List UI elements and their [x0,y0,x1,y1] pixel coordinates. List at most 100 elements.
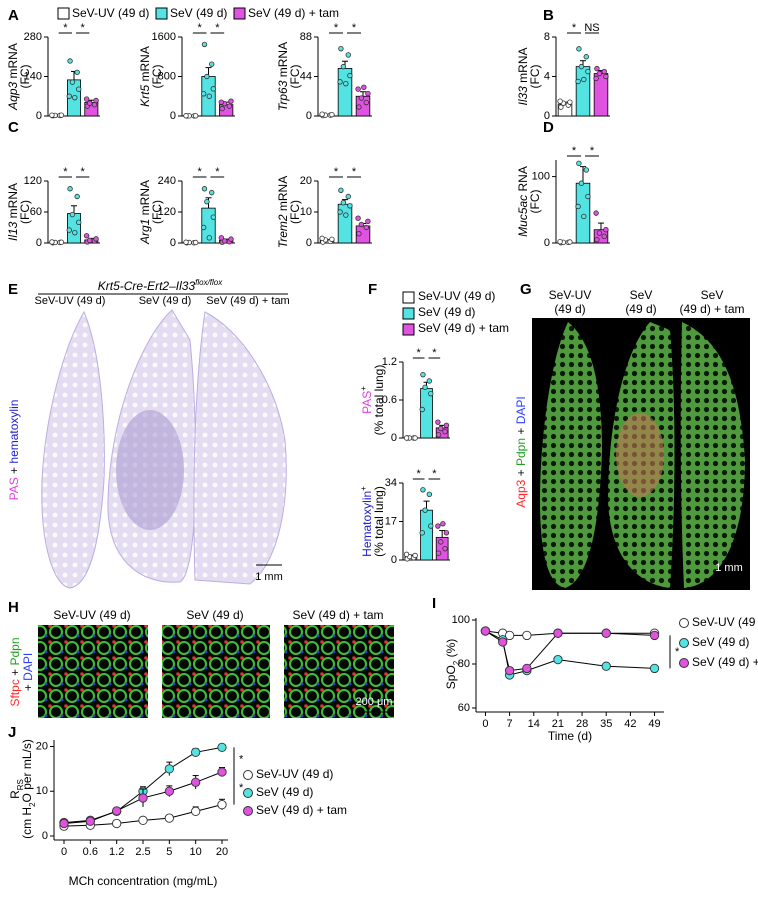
y-tick-label: 0 [170,110,176,122]
data-point [49,239,55,245]
label-line: PAS + hematoxylin [7,400,21,501]
y-tick-label: 0 [42,830,48,842]
label-part: mRNA [138,46,152,85]
label-part: Aqp3 [6,82,20,111]
data-point [355,215,361,221]
data-point [412,435,418,441]
y-tick-label: 800 [158,70,176,82]
data-point [428,390,434,397]
data-point [183,239,189,245]
y-tick-label: 0 [544,110,550,122]
data-point [403,551,410,558]
column-label: SeV-UV (49 d) [35,295,106,307]
x-tick-label: 28 [576,718,588,730]
data-point [226,103,233,109]
x-tick-label: 10 [190,846,202,858]
data-point [87,237,93,244]
legend-label: SeV-UV (49 d) [692,615,758,629]
y-tick-label: 8 [544,31,550,43]
label-line: PAS+ [359,386,375,414]
label-part: 2 [28,802,37,807]
legend-marker [243,806,253,816]
data-point [319,111,325,117]
data-point [435,523,441,529]
column-label: SeV (49 d) [186,608,243,622]
y-tick-label: 0 [544,237,550,249]
data-point [217,767,227,777]
data-point [337,79,343,85]
data-point [228,236,234,242]
x-tick-label: 35 [600,718,612,730]
data-point [356,104,362,110]
label-part: Arg1 [138,219,152,245]
y-tick-label: 100 [452,614,470,626]
data-point [191,747,201,757]
column-label: SeV (49 d) [139,295,192,307]
label-line: Krt5 mRNA [138,46,152,107]
legend-label: SeV (49 d) + tam [418,321,509,335]
data-point [363,99,369,106]
legend-label: SeV (49 d) + tam [256,803,347,817]
significance-label: * [352,166,357,178]
data-point [593,210,599,216]
y-tick-label: 140 [24,70,42,82]
x-tick-label: 0 [482,718,488,730]
data-point [596,70,603,77]
data-point [112,818,122,829]
data-point [66,227,72,233]
data-point [329,236,335,242]
column-label: SeV [630,288,653,302]
data-point [76,86,82,92]
data-point [192,113,199,119]
data-point [138,793,148,803]
label-part: + [359,386,368,391]
data-point [72,94,78,101]
legend-swatch [402,291,415,304]
label-part: + [359,486,368,491]
data-point [593,75,599,82]
label-part: flox/flox [195,278,223,287]
y-tick-label: 0 [391,432,397,444]
data-point [422,384,428,391]
label-part: + [8,665,22,679]
column-label: SeV (49 d) + tam [292,608,383,622]
data-point [575,203,581,210]
data-point [443,422,450,429]
label-line: Trem2 mRNA [276,176,290,248]
legend-swatch [402,323,415,336]
panel-letter: E [8,281,18,298]
y-tick-label: 34 [385,477,397,489]
data-point [345,52,351,58]
label: SpO2 (%) [444,639,460,689]
data-point [218,235,225,241]
data-point [426,378,433,384]
data-point [356,230,362,237]
legend-label: SeV (49 d) [418,305,475,319]
data-point [649,663,660,674]
label: Trem2 mRNA(FC) [276,176,302,248]
data-point [522,630,532,641]
legend-label: SeV-UV (49 d) [256,767,333,781]
legend-marker [243,770,253,780]
legend-marker [679,618,689,628]
data-point [420,371,426,378]
y-tick-label: 100 [532,171,550,183]
data-point [576,160,582,167]
y-tick-label: 44 [300,70,312,82]
legend-marker [243,788,253,798]
data-point [581,76,587,83]
label-part: (cm H [20,807,34,839]
label-part: R [8,790,22,799]
label-part: (% total lung) [372,365,386,436]
label-line: + DAPI [21,653,35,691]
label-line: (FC) [18,200,32,224]
data-point [358,95,365,101]
data-point [49,112,55,118]
data-point [440,521,446,527]
data-point [69,79,76,85]
label-part: 2 [452,660,461,665]
label: Aqp3 mRNA(FC) [6,43,32,111]
data-point [585,193,591,200]
data-point [347,72,353,79]
legend-label: SeV-UV (49 d) [418,289,495,303]
